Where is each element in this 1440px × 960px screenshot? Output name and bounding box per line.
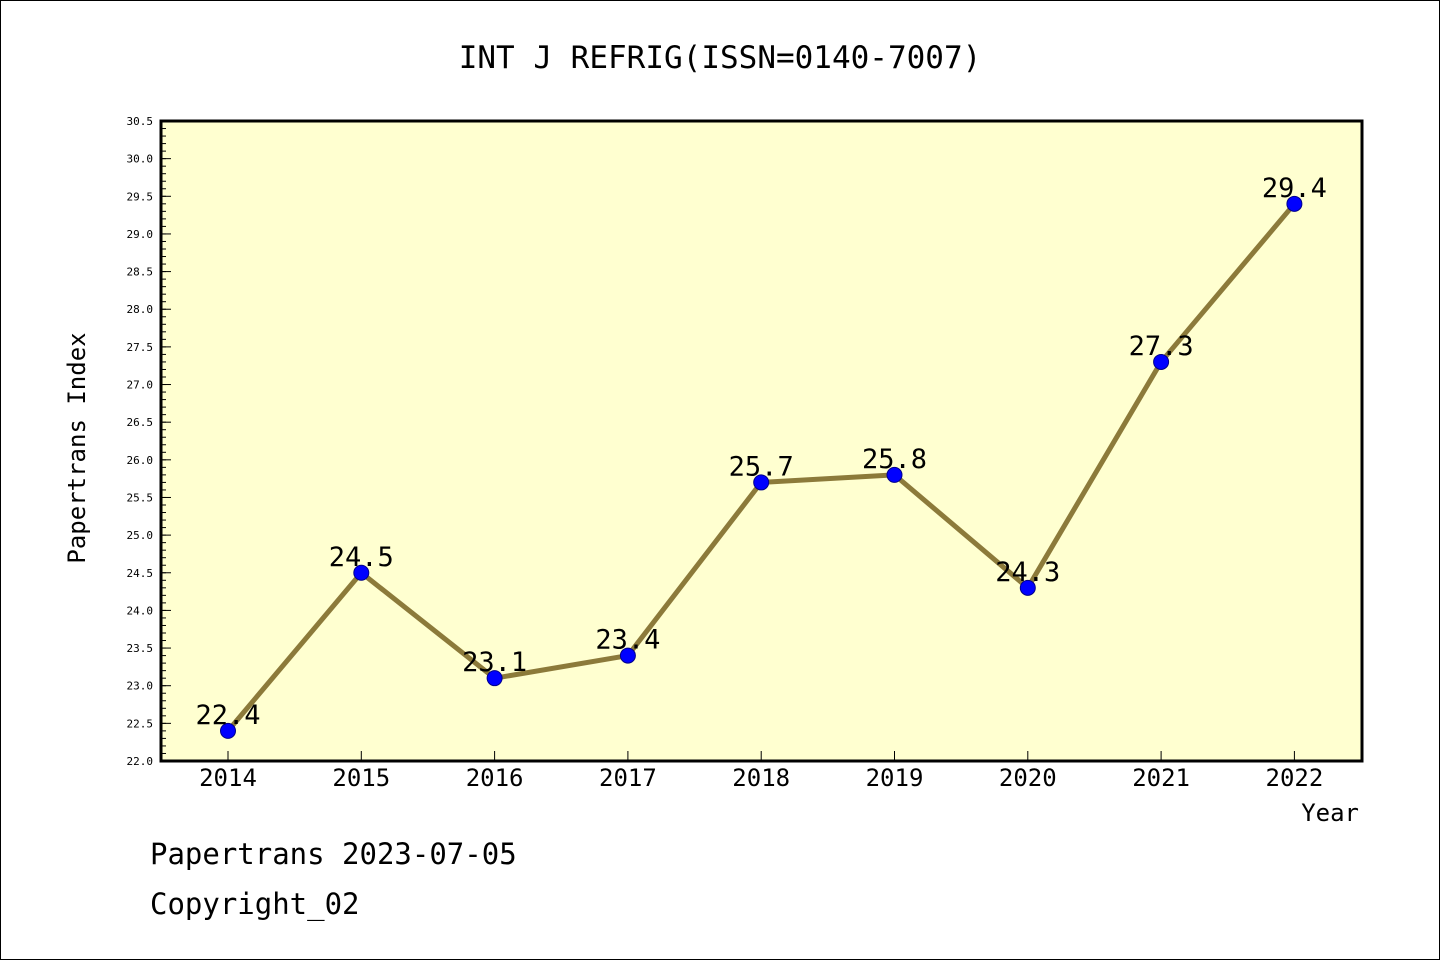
x-axis: 2014 2015 2016 2017 2018 2019 2020 2021 2022 [199,751,1323,792]
y-axis: 22.0 22.5 23.0 23.5 24.0 24.5 25.0 25.5 26.0 26.5… [127,115,171,768]
y-tick-label: 26.5 [127,416,154,429]
data-label-group: 22.4 24.5 23.1 23.4 25.7 25.8 24.3 27.3 29.4 [195,173,1326,731]
data-point-marker [1286,195,1303,212]
x-tick-label: 2014 [199,764,257,792]
data-label: 24.5 [329,542,394,573]
y-tick-label: 28.0 [127,303,154,316]
y-tick-label: 27.5 [127,341,154,354]
y-tick-label: 25.0 [127,529,154,542]
data-label: 24.3 [995,557,1060,588]
y-tick-label: 26.0 [127,454,154,467]
x-tick-label: 2019 [866,764,924,792]
data-point-marker [1019,579,1036,596]
y-tick-label: 27.0 [127,379,154,392]
y-tick-label: 23.5 [127,642,154,655]
data-point-marker [486,670,503,687]
x-tick-label: 2015 [332,764,390,792]
footer-copyright: Copyright_02 [150,887,360,922]
data-point-marker [220,722,236,739]
x-axis-label: Year [1301,799,1359,827]
data-point-marker [619,647,636,664]
y-tick-label: 25.5 [127,491,154,504]
data-point-marker [1153,353,1170,370]
data-label: 23.4 [595,625,660,656]
x-tick-label: 2020 [999,764,1057,792]
y-tick-label: 24.0 [127,604,154,617]
plot-area [159,119,1364,763]
footer-date: Papertrans 2023-07-05 [150,837,517,871]
data-label: 29.4 [1262,173,1327,204]
y-tick-label: 29.5 [127,190,154,203]
y-tick-label: 23.0 [127,680,154,693]
x-tick-label: 2017 [599,764,657,792]
y-axis-label: Papertrans Index [63,332,91,563]
y-tick-label: 22.0 [127,755,154,768]
y-tick-label: 24.5 [127,567,154,580]
data-label: 25.8 [862,444,927,475]
data-label: 27.3 [1129,331,1194,362]
x-tick-label: 2021 [1132,764,1190,792]
data-label: 25.7 [729,451,794,482]
marker-group [220,195,1303,739]
x-tick-label: 2016 [466,764,524,792]
x-tick-label: 2018 [732,764,790,792]
y-tick-label: 28.5 [127,266,154,279]
y-tick-label: 22.5 [127,717,154,730]
y-tick-label: 30.0 [127,153,154,166]
data-point-marker [886,466,903,483]
data-label: 23.1 [462,647,527,678]
x-tick-label: 2022 [1266,764,1324,792]
data-label: 22.4 [195,700,260,731]
chart-title: INT J REFRIG(ISSN=0140-7007) [459,40,982,76]
y-tick-label: 30.5 [127,115,154,128]
data-point-marker [753,474,770,491]
data-point-marker [353,564,370,581]
y-tick-label: 29.0 [127,228,154,241]
